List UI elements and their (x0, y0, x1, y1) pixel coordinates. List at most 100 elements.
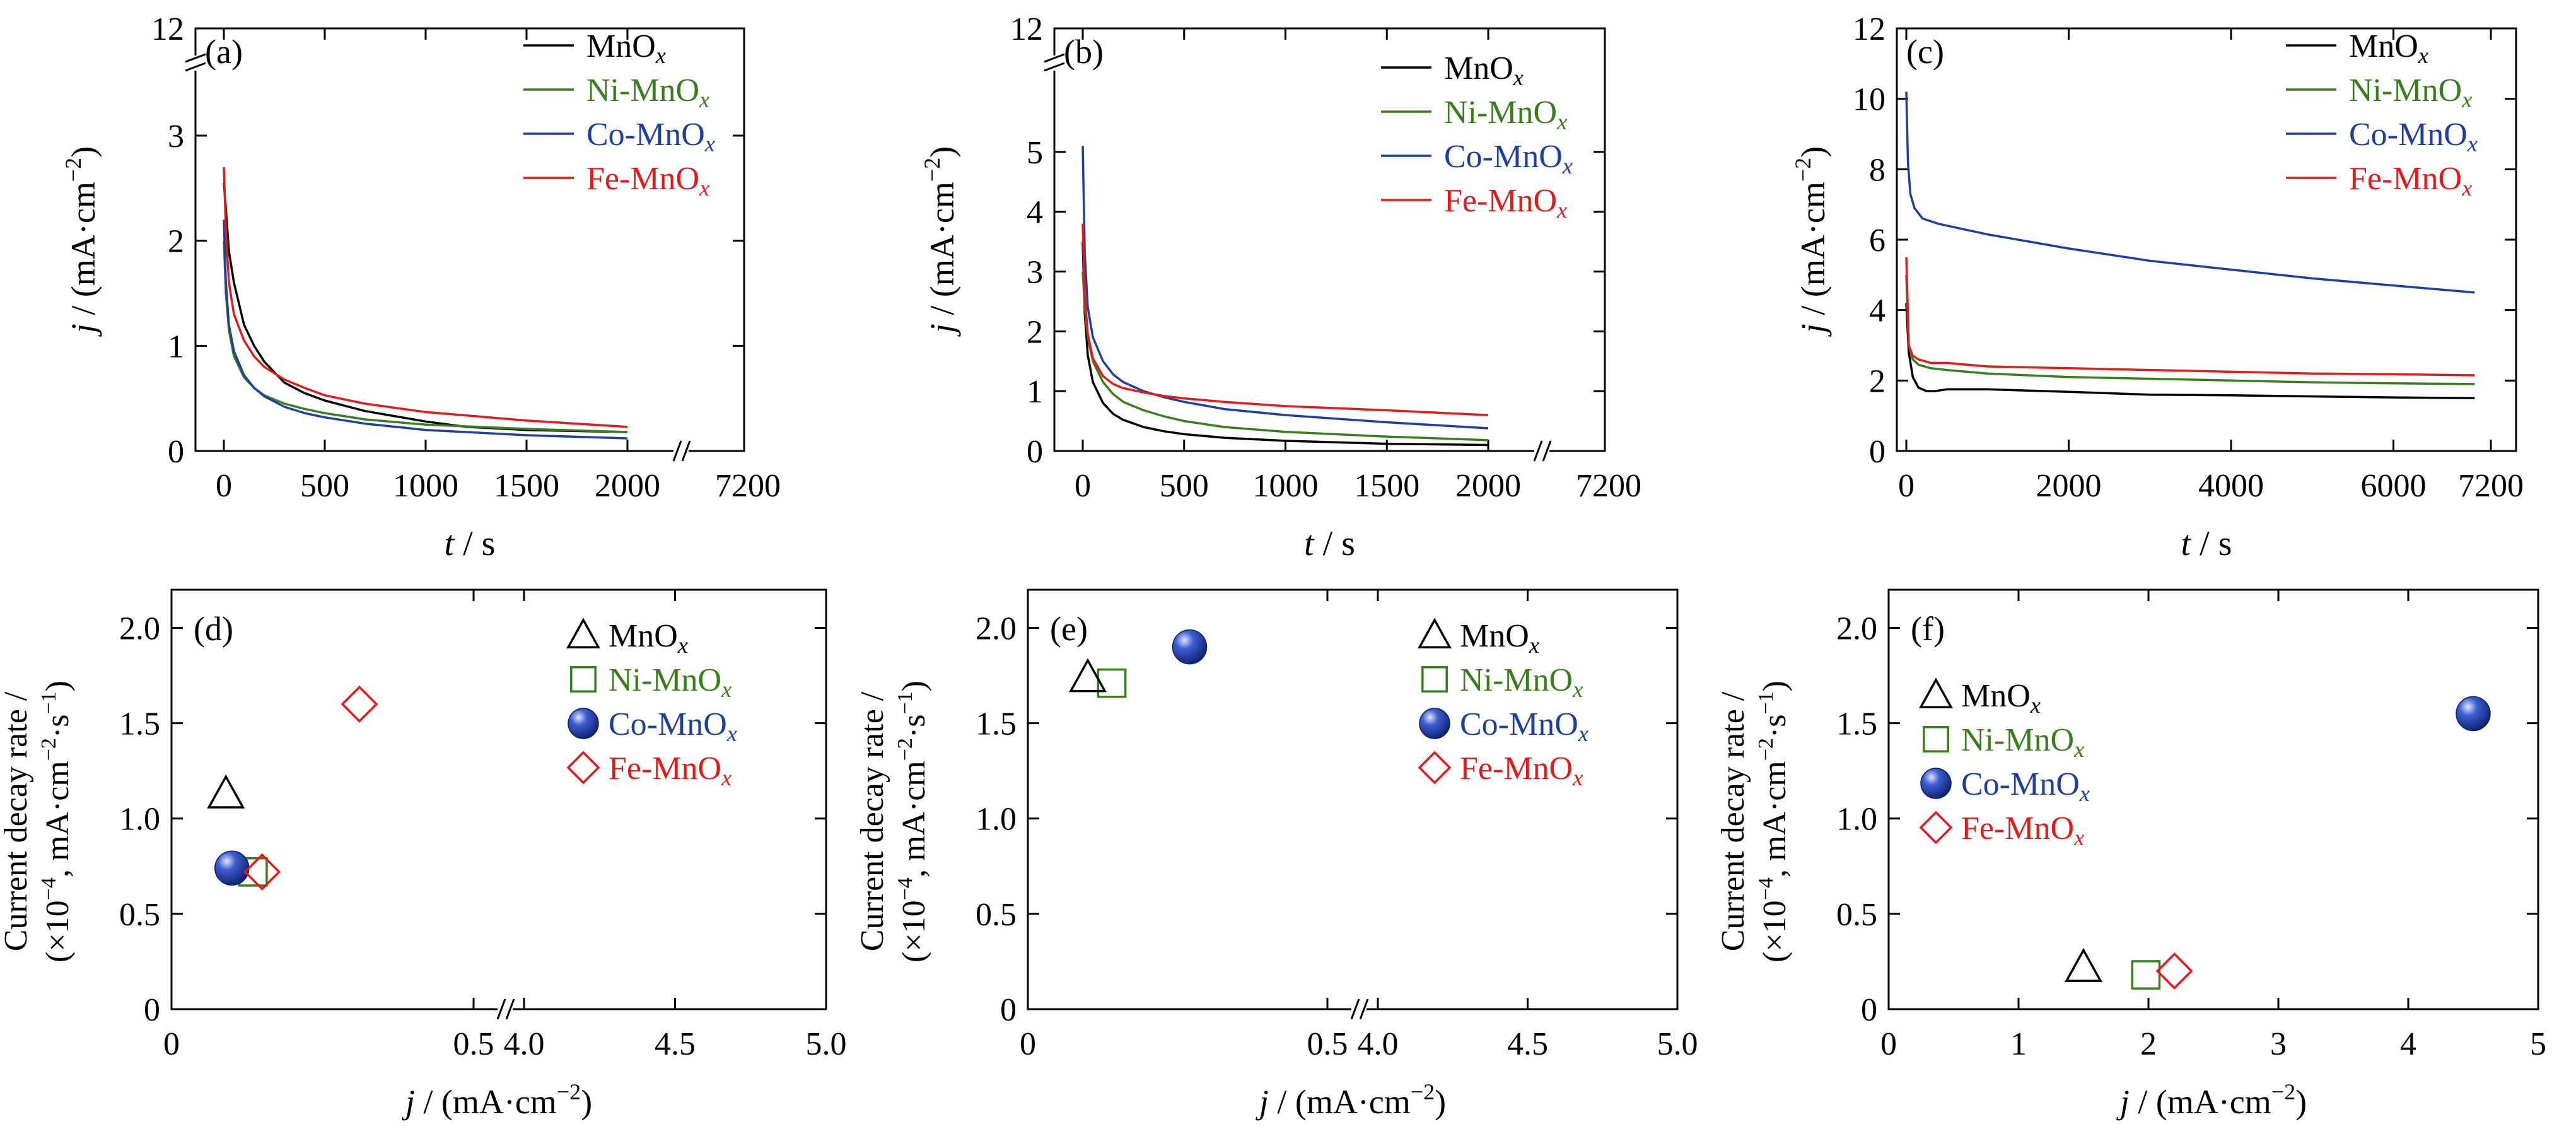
y-tick-label: 1 (1027, 374, 1043, 410)
marker-square (1421, 666, 1448, 693)
legend-label: Ni-MnOx (586, 73, 709, 112)
marker-diamond (1919, 810, 1953, 845)
legend-label: Fe-MnOx (1961, 810, 2084, 850)
y-tick-label: 8 (1869, 152, 1885, 188)
data-point-fe-mnox (341, 685, 378, 723)
y-tick-label: 1.5 (1836, 706, 1877, 742)
y-axis-label-line1: Current decay rate / (0, 691, 34, 951)
y-tick-label: 0.5 (976, 897, 1017, 933)
y-tick-label: 5 (1027, 135, 1043, 171)
x-axis-label: t / s (1304, 524, 1355, 563)
legend-label: MnOx (1444, 50, 1524, 90)
panel-label: (d) (194, 610, 233, 648)
y-axis-label-line1: Current decay rate / (1715, 691, 1751, 951)
panel-label: (f) (1911, 610, 1945, 648)
marker-square (1097, 668, 1127, 698)
x-axis-label: t / s (2181, 524, 2232, 563)
series-line-co-mnox (223, 219, 628, 440)
legend-label: Fe-MnOx (1444, 183, 1567, 223)
y-tick-label-break: 12 (1010, 11, 1043, 47)
series-line-fe-mnox (1905, 257, 2475, 377)
x-tick-label: 0 (1898, 468, 1915, 504)
y-tick-label: 2 (1027, 314, 1043, 350)
y-tick-label: 2 (1869, 363, 1885, 399)
marker-diamond (1418, 751, 1452, 785)
series-line-fe-mnox (223, 167, 628, 428)
marker-diamond (2155, 952, 2193, 990)
legend-label: Ni-MnOx (1961, 722, 2084, 762)
y-axis-label-line2: (×10−4, mA·cm−2·s−1) (894, 681, 932, 962)
legend-label: MnOx (1961, 678, 2041, 718)
x-tick-label: 4 (2400, 1026, 2416, 1062)
y-tick-label: 2.0 (119, 611, 160, 646)
y-tick-label: 2.0 (976, 611, 1017, 646)
x-tick-label: 2000 (595, 468, 660, 504)
series-line-co-mnox (1081, 146, 1489, 430)
legend-label: MnOx (2349, 28, 2428, 68)
legend-label: Co-MnOx (609, 706, 737, 746)
x-tick-label: 4.0 (504, 1026, 545, 1062)
marker-triangle (2065, 947, 2102, 982)
x-tick-label: 1000 (1253, 468, 1319, 504)
y-axis-label-line2: (×10−4, mA·cm−2·s−1) (37, 681, 76, 962)
data-point-mnox (1069, 658, 1107, 693)
axis-break-slash (496, 998, 506, 1020)
plot-frame (1887, 588, 2539, 1010)
x-tick-label: 1500 (494, 468, 559, 504)
plot-frame (1027, 588, 1679, 1010)
y-tick-label: 4 (1869, 293, 1885, 329)
axis-break-slash (1044, 62, 1065, 72)
data-point-ni-mnox (1097, 668, 1127, 698)
y-axis-label-line2: (×10−4, mA·cm−2·s−1) (1754, 681, 1793, 962)
axis-break-slash (1359, 998, 1369, 1020)
series-line-ni-mnox (1905, 274, 2475, 385)
legend-label: Co-MnOx (586, 117, 715, 156)
y-axis-label: j / (mA·cm−2) (61, 146, 102, 337)
y-tick-label: 1.0 (976, 802, 1017, 838)
y-tick-label: 1.0 (1836, 802, 1877, 838)
y-tick-label: 0 (144, 992, 160, 1028)
y-tick-label: 0 (1000, 992, 1017, 1028)
x-tick-label: 4000 (2198, 468, 2264, 504)
data-point-ni-mnox (2131, 960, 2161, 990)
marker-square (570, 666, 597, 693)
data-point-co-mnox (2456, 696, 2491, 732)
marker-diamond (243, 853, 281, 891)
x-tick-label: 2000 (2036, 468, 2102, 504)
legend-label: MnOx (1460, 618, 1539, 658)
x-tick-label: 0 (216, 468, 232, 504)
axis-break-slash (672, 440, 682, 462)
y-tick-label: 1.0 (119, 802, 160, 838)
x-tick-label: 5.0 (806, 1026, 847, 1062)
marker-sphere (568, 708, 599, 739)
x-tick-label: 7200 (2458, 468, 2524, 504)
marker-triangle (1919, 677, 1953, 708)
series-line-ni-mnox (223, 240, 628, 433)
marker-sphere (1419, 708, 1450, 739)
marker-diamond (341, 685, 378, 723)
series-line-mnox (1905, 303, 2475, 400)
y-tick-label: 3 (168, 119, 184, 155)
legend-label: MnOx (586, 28, 666, 68)
data-point-fe-mnox (2155, 952, 2193, 990)
y-tick-label: 0 (168, 434, 184, 470)
legend-label: Co-MnOx (2349, 117, 2478, 156)
series-line-co-mnox (1905, 91, 2475, 294)
axis-break-slash (1350, 998, 1360, 1020)
x-axis-label: j / (mA·cm−2) (402, 1079, 592, 1121)
legend-label: Fe-MnOx (609, 751, 731, 790)
x-tick-label: 0 (1880, 1026, 1897, 1062)
x-tick-label: 0 (1075, 468, 1091, 504)
legend-label: Ni-MnOx (2349, 73, 2472, 112)
panel-f: 0 1 2 3 4 5 0 0.5 1.0 1.5 2.0 (f) MnOxNi-MnOxCo-MnOx… (1715, 588, 2546, 1121)
x-tick-label: 1 (2010, 1026, 2027, 1062)
y-tick-label: 6 (1869, 223, 1885, 259)
data-point-fe-mnox (243, 853, 281, 891)
y-tick-label: 3 (1027, 255, 1043, 291)
y-axis-label: j / (mA·cm−2) (919, 146, 961, 337)
legend-label: MnOx (609, 618, 688, 658)
x-tick-label: 1000 (393, 468, 458, 504)
y-tick-label: 1.5 (976, 706, 1017, 742)
marker-sphere (2456, 696, 2491, 732)
